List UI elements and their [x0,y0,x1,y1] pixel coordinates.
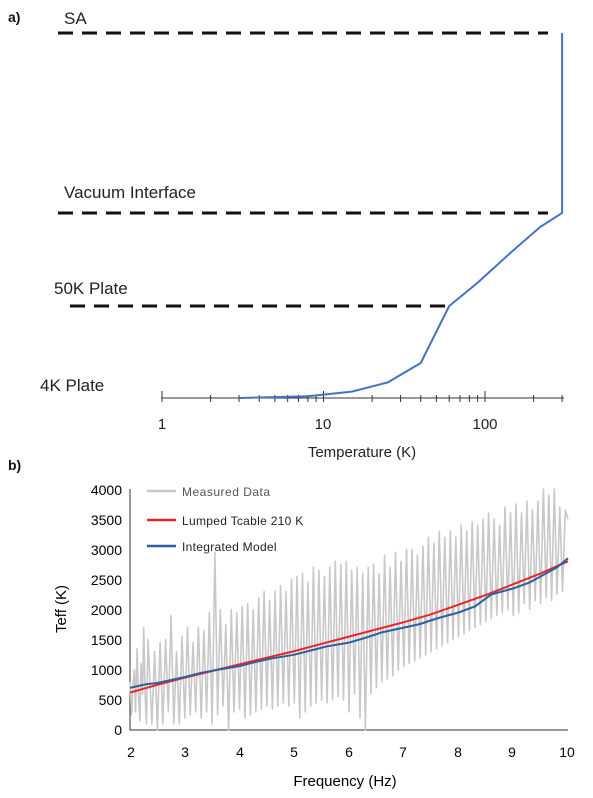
temperature-profile-line [239,33,564,399]
y-tick-label-0: 0 [114,722,122,738]
y-tick-label-1500: 1500 [91,632,122,648]
y-tick-label-2500: 2500 [91,572,122,588]
stage-label-4k-plate: 4K Plate [40,376,104,395]
x-tick-label-8: 8 [454,744,462,760]
stage-label-vacuum: Vacuum Interface [64,183,196,202]
x-tick-label-2: 2 [127,744,135,760]
legend-label-lumped: Lumped Tcable 210 K [182,514,304,528]
panel-b: b) 0 500 1000 1500 2000 2500 3000 3500 4… [8,457,575,790]
panel-a-tick-label-100: 100 [472,416,497,433]
panel-b-legend: Measured Data Lumped Tcable 210 K Integr… [147,485,304,554]
panel-a-tick-label-1: 1 [158,416,166,433]
panel-b-y-axis-title: Teff (K) [53,585,70,633]
y-tick-label-4000: 4000 [91,482,122,498]
y-tick-label-2000: 2000 [91,602,122,618]
stage-label-sa: SA [64,9,87,28]
stage-label-50k-plate: 50K Plate [54,279,128,298]
x-tick-label-9: 9 [508,744,516,760]
panel-b-label: b) [8,457,21,473]
panel-a-tick-group [161,391,563,402]
panel-a-x-axis-title: Temperature (K) [308,444,416,461]
x-tick-label-7: 7 [399,744,407,760]
x-tick-label-4: 4 [236,744,244,760]
y-tick-label-3000: 3000 [91,542,122,558]
panel-b-x-tick-labels: 2 3 4 5 6 7 8 9 10 [127,744,575,760]
x-tick-label-5: 5 [290,744,298,760]
y-tick-label-1000: 1000 [91,662,122,678]
series-integrated-model-line [129,557,569,689]
legend-label-integrated: Integrated Model [182,540,277,554]
y-tick-label-3500: 3500 [91,512,122,528]
x-tick-label-6: 6 [345,744,353,760]
panel-a-tick-label-10: 10 [315,416,332,433]
x-tick-label-10: 10 [559,744,575,760]
panel-a: a) SA Vacuum Interface 50K Plate 4K Plat… [8,9,564,461]
panel-b-y-tick-labels: 0 500 1000 1500 2000 2500 3000 3500 4000 [91,482,122,738]
series-measured-data-line [129,488,569,731]
panel-a-label: a) [8,9,20,25]
panel-b-x-axis-title: Frequency (Hz) [293,773,396,790]
legend-label-measured: Measured Data [182,485,271,499]
y-tick-label-500: 500 [99,692,123,708]
x-tick-label-3: 3 [181,744,189,760]
